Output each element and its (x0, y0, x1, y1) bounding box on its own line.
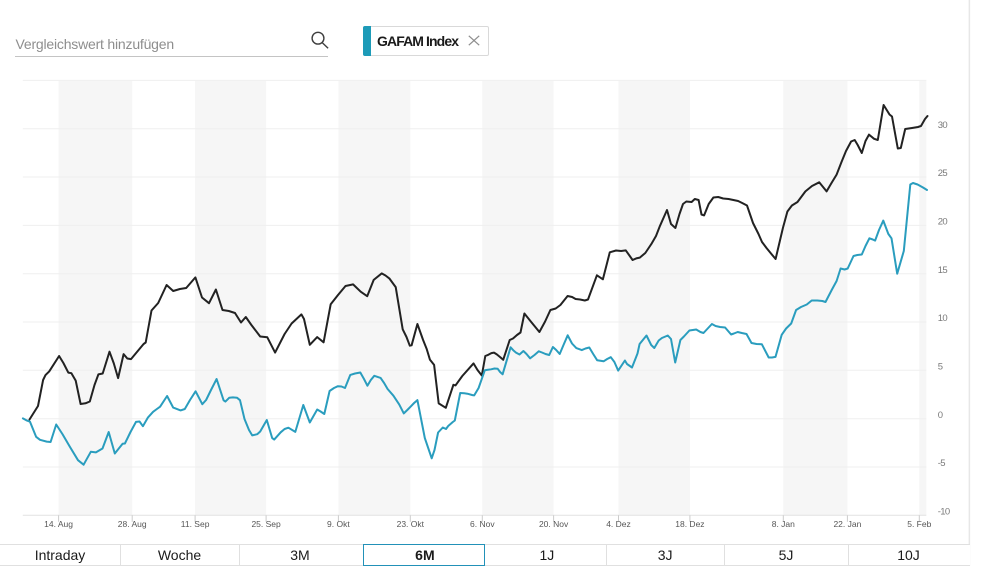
svg-text:8. Jan: 8. Jan (772, 519, 795, 529)
svg-text:10: 10 (938, 313, 948, 324)
svg-text:18. Dez: 18. Dez (675, 519, 704, 529)
svg-text:20: 20 (938, 217, 948, 228)
svg-text:28. Aug: 28. Aug (118, 519, 147, 529)
svg-text:30: 30 (938, 120, 948, 131)
svg-text:9. Okt: 9. Okt (327, 519, 350, 529)
svg-text:11. Sep: 11. Sep (181, 519, 210, 529)
svg-text:25. Sep: 25. Sep (251, 519, 281, 529)
svg-text:-10: -10 (938, 506, 950, 517)
svg-text:25: 25 (938, 168, 948, 179)
svg-text:6. Nov: 6. Nov (470, 519, 495, 529)
svg-text:4. Dez: 4. Dez (606, 519, 631, 529)
svg-text:20. Nov: 20. Nov (539, 519, 569, 529)
svg-text:5: 5 (938, 361, 943, 372)
svg-text:15: 15 (938, 265, 948, 276)
svg-text:0: 0 (938, 410, 943, 421)
svg-text:14. Aug: 14. Aug (44, 519, 73, 529)
svg-text:-5: -5 (938, 458, 946, 469)
svg-text:22. Jan: 22. Jan (833, 519, 861, 529)
svg-text:23. Okt: 23. Okt (397, 519, 425, 529)
svg-text:5. Feb: 5. Feb (907, 519, 931, 529)
